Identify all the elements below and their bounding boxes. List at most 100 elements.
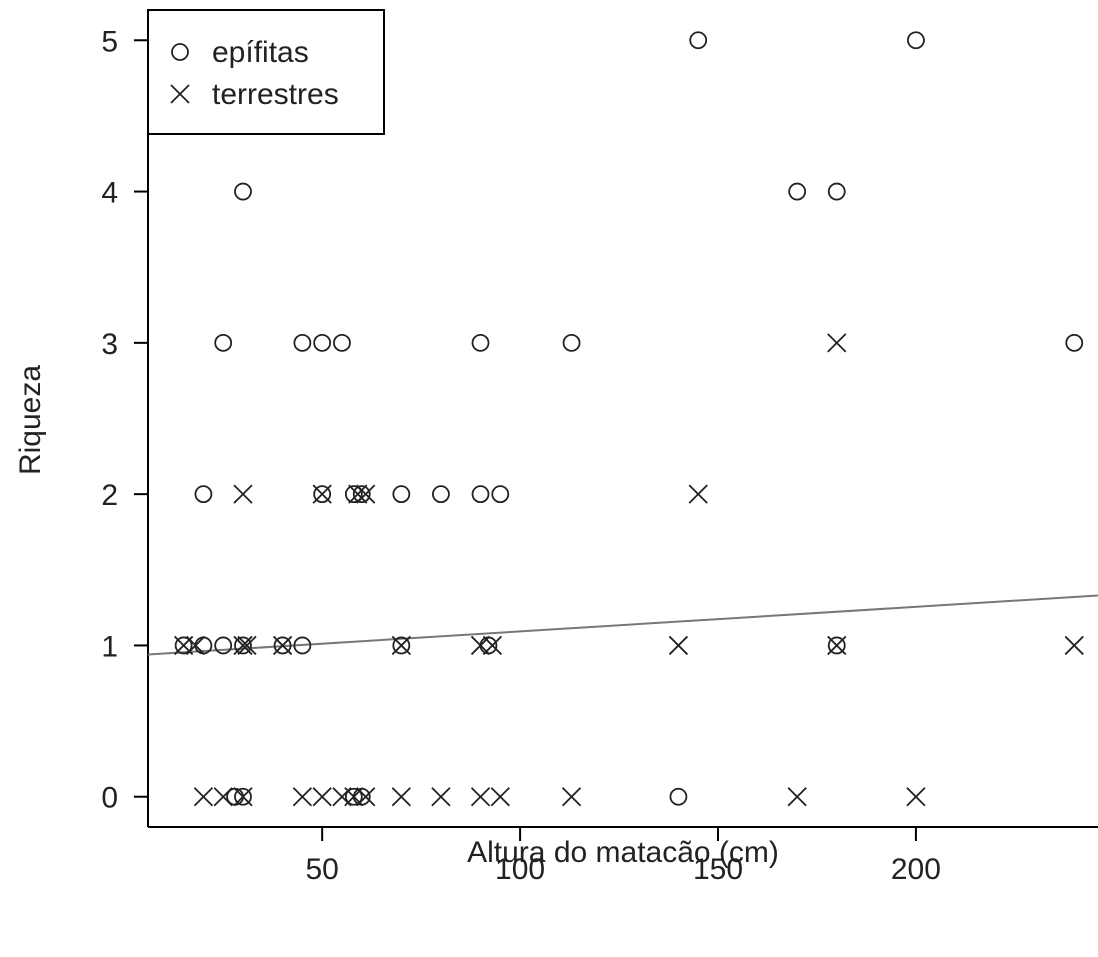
terrestres-point bbox=[312, 484, 332, 504]
terrestres-point-stroke bbox=[561, 787, 582, 807]
terrestres-point-stroke bbox=[490, 787, 510, 807]
terrestres-point bbox=[482, 635, 503, 656]
y-tick-label: 4 bbox=[101, 177, 118, 210]
terrestres-point bbox=[431, 787, 451, 807]
terrestres-point-stroke bbox=[688, 484, 708, 504]
epifitas-point bbox=[194, 485, 213, 504]
legend-box bbox=[147, 9, 385, 135]
terrestres-point-stroke bbox=[431, 787, 451, 807]
epifitas-point bbox=[827, 182, 846, 201]
terrestres-point bbox=[272, 635, 293, 656]
terrestres-point bbox=[490, 787, 510, 807]
epifitas-point bbox=[273, 636, 292, 655]
x-tick-label: 150 bbox=[693, 853, 743, 886]
terrestres-point bbox=[233, 787, 253, 807]
epifitas-point bbox=[293, 333, 312, 352]
trend-line bbox=[147, 594, 1098, 656]
terrestres-point bbox=[193, 787, 214, 807]
terrestres-point-stroke bbox=[391, 635, 411, 656]
terrestres-point bbox=[233, 484, 253, 504]
epifitas-point bbox=[827, 636, 846, 655]
terrestres-point-stroke bbox=[292, 787, 313, 807]
y-tick-label: 0 bbox=[101, 782, 118, 815]
terrestres-point bbox=[827, 635, 847, 656]
terrestres-point-stroke bbox=[213, 787, 233, 807]
legend-circle-marker bbox=[171, 43, 189, 61]
epifitas-point bbox=[491, 485, 510, 504]
epifitas-point bbox=[234, 787, 252, 806]
y-axis-title: Riqueza bbox=[14, 365, 47, 475]
terrestres-point-stroke bbox=[237, 635, 257, 656]
epifitas-point bbox=[471, 333, 490, 352]
terrestres-point bbox=[906, 787, 926, 807]
plot-frame bbox=[147, 10, 1098, 828]
epifitas-point bbox=[392, 636, 411, 655]
epifitas-point bbox=[293, 636, 312, 655]
legend: epífitas terrestres bbox=[147, 9, 385, 135]
terrestres-point-stroke bbox=[482, 635, 503, 656]
terrestres-point-stroke bbox=[391, 787, 411, 807]
epifitas-point bbox=[669, 787, 688, 806]
epifitas-point bbox=[234, 182, 252, 201]
epifitas-point bbox=[344, 485, 363, 504]
epifitas-point bbox=[1065, 333, 1084, 352]
terrestres-point-stroke bbox=[1064, 635, 1084, 656]
epifitas-point bbox=[479, 636, 498, 655]
terrestres-point bbox=[213, 787, 233, 807]
terrestres-point-stroke bbox=[312, 484, 332, 504]
y-tick-label: 3 bbox=[101, 328, 118, 361]
terrestres-point bbox=[312, 787, 332, 807]
terrestres-point bbox=[561, 787, 582, 807]
terrestres-point bbox=[1064, 635, 1084, 656]
epifitas-point bbox=[352, 485, 371, 504]
terrestres-point bbox=[391, 787, 411, 807]
legend-label-epifitas: epífitas bbox=[212, 36, 309, 69]
terrestres-point bbox=[688, 484, 708, 504]
terrestres-point bbox=[185, 635, 206, 656]
epifitas-point bbox=[313, 485, 332, 504]
epifitas-point bbox=[907, 31, 925, 50]
terrestres-point-stroke bbox=[312, 787, 332, 807]
data-points bbox=[173, 31, 1084, 807]
terrestres-point-stroke bbox=[272, 635, 293, 656]
epifitas-point bbox=[174, 636, 193, 655]
terrestres-point-stroke bbox=[356, 484, 376, 504]
terrestres-point-stroke bbox=[348, 484, 368, 504]
x-axis-title: Altura do matacão (cm) bbox=[467, 836, 779, 869]
terrestres-point bbox=[348, 484, 368, 504]
y-axis-ticks: 0 1 2 3 4 5 bbox=[101, 25, 148, 815]
epifitas-point bbox=[788, 182, 807, 201]
terrestres-point-stroke bbox=[668, 635, 689, 656]
epifitas-point bbox=[432, 485, 450, 504]
terrestres-point-stroke bbox=[827, 635, 847, 656]
terrestres-point bbox=[233, 635, 253, 656]
epifitas-point bbox=[562, 333, 581, 352]
terrestres-point bbox=[356, 484, 376, 504]
terrestres-point bbox=[237, 635, 257, 656]
legend-cross-marker-b bbox=[170, 84, 190, 104]
epifitas-point bbox=[214, 333, 233, 352]
y-tick-label: 2 bbox=[101, 479, 118, 512]
x-tick-label: 50 bbox=[305, 853, 338, 886]
epifitas-point bbox=[344, 787, 363, 806]
epifitas-point bbox=[333, 333, 351, 352]
terrestres-point-stroke bbox=[193, 787, 214, 807]
terrestres-point-stroke bbox=[356, 787, 376, 807]
y-tick-label: 1 bbox=[101, 630, 118, 663]
terrestres-point-stroke bbox=[185, 635, 206, 656]
terrestres-point bbox=[356, 787, 376, 807]
x-axis-ticks: 50 100 150 200 bbox=[305, 827, 941, 886]
terrestres-point-stroke bbox=[233, 787, 253, 807]
terrestres-point bbox=[668, 635, 689, 656]
terrestres-point-stroke bbox=[906, 787, 926, 807]
terrestres-point bbox=[292, 787, 313, 807]
epifitas-point bbox=[689, 31, 708, 50]
epifitas-point bbox=[392, 485, 411, 504]
legend-label-terrestres: terrestres bbox=[212, 78, 339, 111]
trend-group bbox=[147, 594, 1098, 656]
terrestres-point bbox=[827, 333, 847, 353]
terrestres-point bbox=[787, 787, 807, 807]
terrestres-point bbox=[470, 787, 491, 807]
terrestres-point-stroke bbox=[470, 787, 491, 807]
